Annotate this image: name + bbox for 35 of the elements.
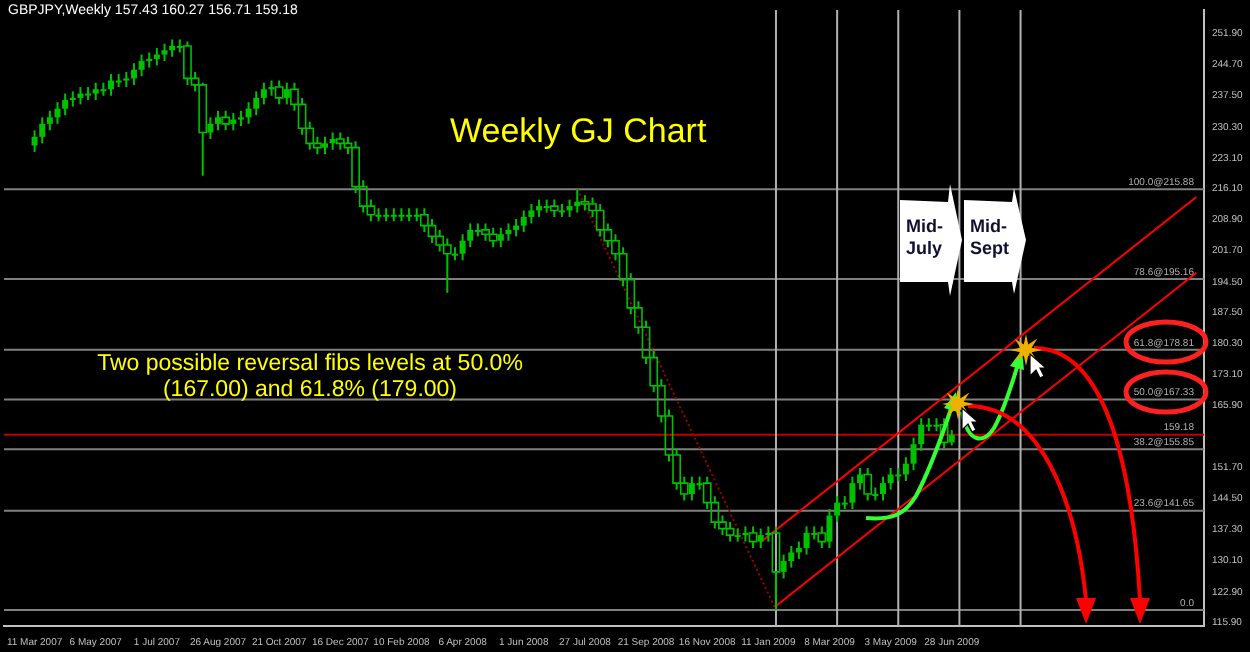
candlestick: [849, 475, 856, 511]
candlestick: [528, 202, 535, 225]
candlestick: [46, 109, 53, 132]
candlestick: [902, 456, 909, 482]
candlestick: [54, 101, 61, 125]
text: Weekly GJ Chart: [450, 112, 707, 152]
candlestick: [108, 73, 115, 97]
candlestick: [62, 92, 69, 117]
candlestick: [497, 226, 504, 249]
annotation: Mid-Sept: [970, 216, 1012, 260]
annotation: Mid-July: [906, 216, 945, 260]
candlestick: [887, 467, 894, 491]
candlestick: [253, 90, 260, 117]
candlestick: [742, 525, 749, 543]
candlestick: [857, 467, 864, 491]
candlestick: [215, 109, 222, 132]
candlestick: [757, 527, 764, 550]
candlestick: [138, 53, 145, 78]
candlestick: [748, 525, 758, 550]
candlestick: [771, 525, 781, 612]
candlestick: [481, 222, 490, 242]
candlestick: [260, 81, 267, 106]
candlestick: [130, 62, 137, 86]
candlestick: [442, 237, 452, 294]
candlestick: [879, 475, 886, 502]
candlestick: [146, 51, 153, 69]
candlestick: [39, 116, 46, 145]
candlestick: [688, 475, 695, 502]
candlestick: [834, 495, 841, 524]
annotation: Two possible reversal fibs levels at 50.0% (167.00) and 61.8% (179.00): [95, 352, 525, 404]
candlestick: [725, 521, 735, 543]
candlestick: [520, 209, 527, 234]
candlestick: [803, 525, 810, 556]
candlestick: [69, 90, 76, 108]
candlestick: [574, 188, 581, 214]
